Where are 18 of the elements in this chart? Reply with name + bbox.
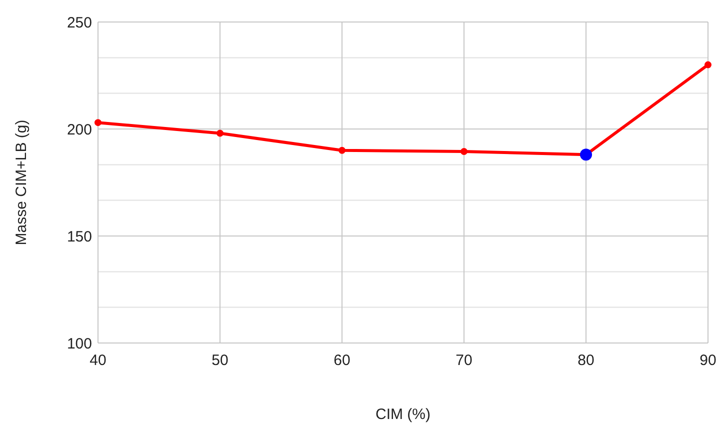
y-tick-label: 200 xyxy=(66,121,92,138)
point xyxy=(338,146,346,154)
x-axis-title: CIM (%) xyxy=(376,406,430,423)
point xyxy=(94,119,102,126)
x-tick-label: 80 xyxy=(578,352,594,369)
y-tick-label: 250 xyxy=(66,14,92,32)
y-tick-label: 100 xyxy=(66,335,92,352)
point xyxy=(216,130,224,137)
x-tick-label: 60 xyxy=(334,352,350,369)
x-tick-label: 40 xyxy=(90,352,106,369)
point xyxy=(580,148,592,161)
x-tick-label: 90 xyxy=(700,352,716,369)
point xyxy=(460,148,468,155)
x-tick-label: 50 xyxy=(212,352,228,369)
x-tick-label: 70 xyxy=(456,352,472,369)
y-tick-label: 150 xyxy=(66,228,92,246)
y-axis-title: Masse CIM+LB (g) xyxy=(13,120,30,246)
point xyxy=(704,61,712,68)
